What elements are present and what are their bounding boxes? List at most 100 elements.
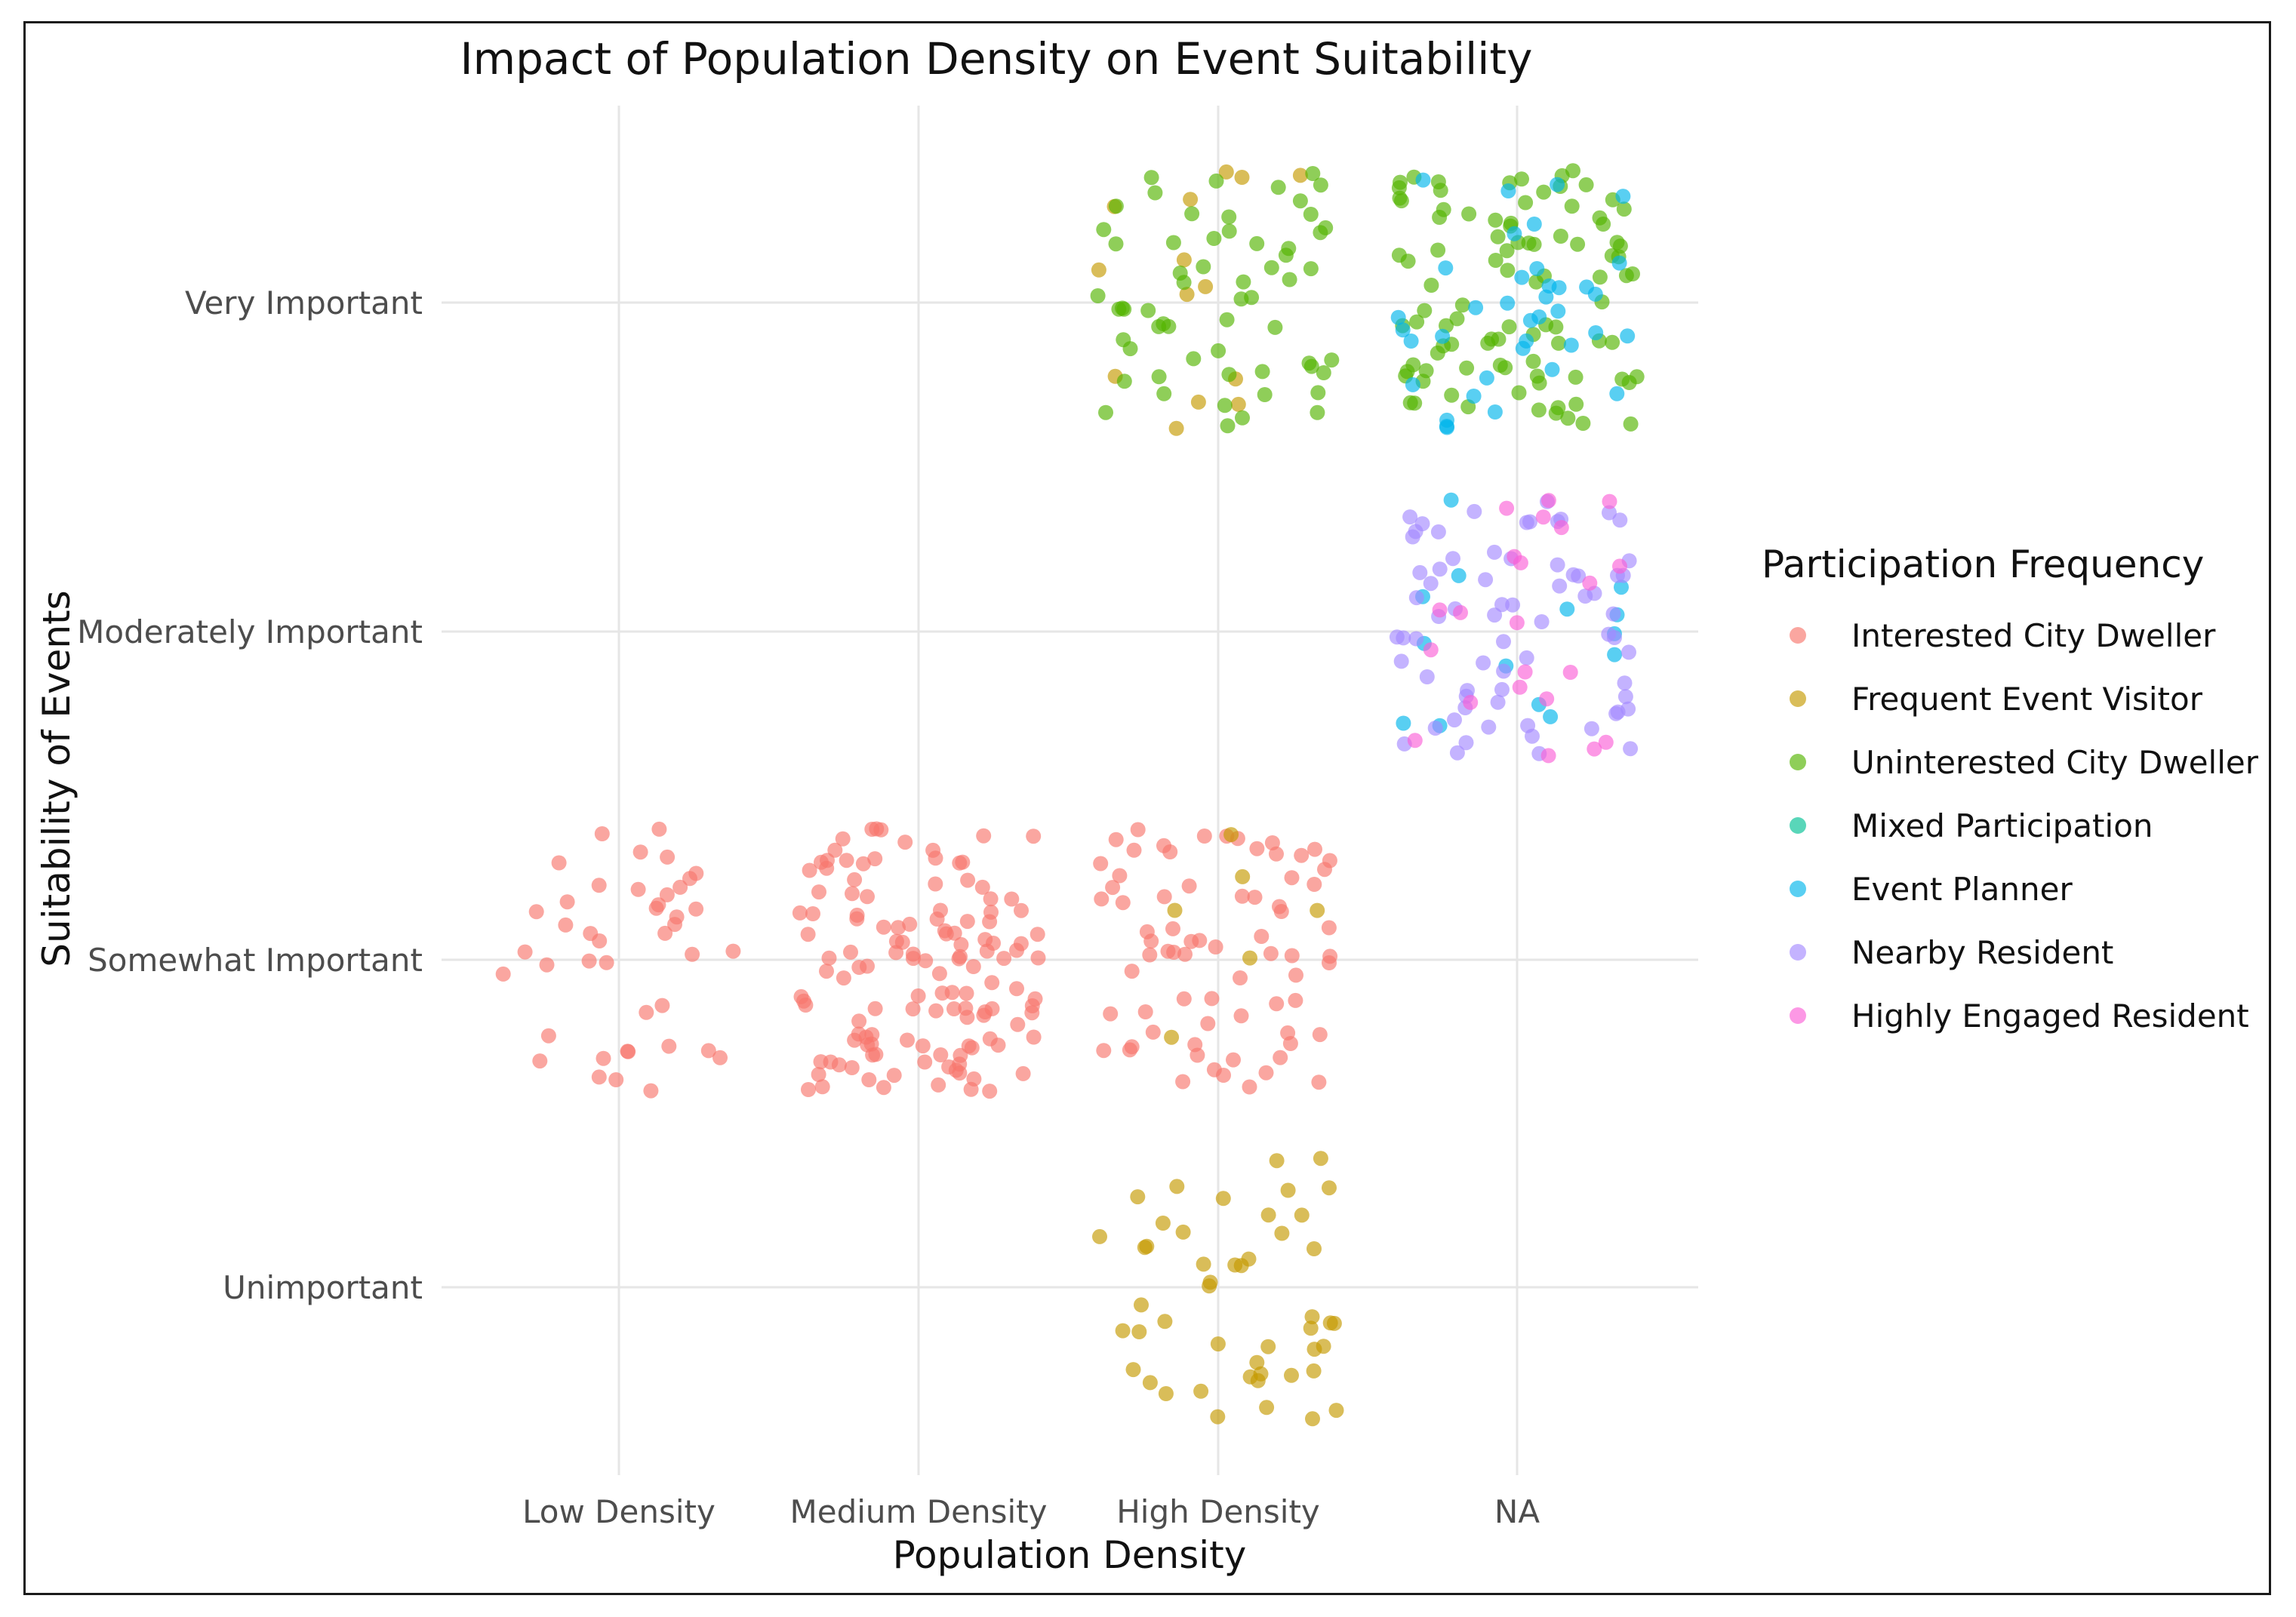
point (1317, 862, 1332, 878)
point (1318, 220, 1334, 235)
point (1396, 630, 1411, 646)
data-points (495, 163, 1645, 1427)
point (876, 1080, 891, 1096)
point (1418, 363, 1434, 379)
y-tick-somewhat-important: Somewhat Important (88, 942, 423, 979)
point (928, 1003, 944, 1019)
point (1208, 173, 1224, 189)
point (1313, 177, 1328, 193)
point (1514, 269, 1530, 285)
point (1190, 394, 1206, 410)
point (1267, 319, 1283, 335)
point (1254, 929, 1270, 944)
point (1494, 681, 1510, 697)
y-tick-moderately-important: Moderately Important (77, 613, 423, 650)
point (827, 842, 843, 858)
point (1625, 266, 1640, 281)
point (1616, 201, 1632, 217)
point (1130, 1189, 1146, 1205)
point (1487, 544, 1502, 560)
point (1242, 1079, 1257, 1095)
point (1423, 576, 1439, 592)
point (1108, 198, 1124, 214)
point (1010, 1016, 1026, 1032)
point (1221, 209, 1237, 225)
point (1221, 223, 1237, 239)
point (1306, 1363, 1322, 1379)
point (1124, 1039, 1140, 1055)
point (1553, 520, 1569, 536)
point (931, 1077, 946, 1093)
point (1487, 404, 1503, 420)
point (1541, 278, 1557, 294)
point (1312, 1027, 1328, 1043)
point (1610, 704, 1626, 720)
x-axis-title: Population Density (893, 1533, 1247, 1577)
point (1313, 1151, 1328, 1167)
point (900, 1032, 915, 1048)
point (1156, 838, 1171, 853)
point (1611, 255, 1627, 271)
point (1217, 398, 1233, 413)
y-tick-labels: Unimportant Somewhat Important Moderately … (77, 284, 423, 1306)
point (643, 1083, 659, 1099)
point (1009, 981, 1024, 997)
point (1432, 210, 1448, 225)
point (558, 917, 574, 933)
point (1183, 933, 1199, 949)
point (1200, 1016, 1216, 1031)
point (1157, 1314, 1173, 1330)
point (1093, 856, 1109, 872)
y-tick-unimportant: Unimportant (223, 1269, 423, 1306)
point (1326, 1315, 1342, 1331)
point (1156, 386, 1172, 401)
point (1096, 222, 1112, 238)
point (1605, 334, 1620, 350)
point (1444, 387, 1460, 403)
point (847, 872, 863, 887)
point (891, 920, 906, 936)
point (798, 998, 814, 1013)
series-highly-engaged-resident (1407, 493, 1627, 764)
point (959, 985, 974, 1001)
point (918, 953, 934, 969)
point (1176, 252, 1192, 268)
point (1284, 870, 1300, 886)
point (917, 1054, 933, 1070)
point (1263, 260, 1279, 275)
point (851, 1026, 866, 1042)
point (1311, 1074, 1327, 1090)
point (1026, 1029, 1042, 1045)
point (1206, 231, 1222, 246)
point (1169, 1179, 1185, 1194)
point (982, 914, 998, 930)
point (1496, 634, 1511, 650)
point (1544, 361, 1560, 377)
legend-key-uninterested-city-dweller (1790, 754, 1806, 770)
point (1187, 1037, 1203, 1053)
point (1292, 168, 1308, 183)
point (1230, 396, 1246, 412)
point (1578, 177, 1594, 192)
series-frequent-event-visitor (1091, 164, 1344, 1427)
point (1220, 418, 1236, 434)
point (839, 853, 854, 868)
point (1164, 1029, 1180, 1045)
point (1112, 868, 1128, 884)
point (1514, 171, 1529, 187)
point (1147, 185, 1163, 201)
point (831, 1057, 847, 1073)
point (657, 925, 673, 941)
point (1488, 253, 1503, 268)
point (928, 850, 943, 866)
point (1490, 229, 1506, 244)
point (869, 821, 885, 837)
point (1617, 689, 1633, 705)
point (1322, 955, 1337, 970)
point (982, 1031, 998, 1047)
legend-label-event-planner: Event Planner (1851, 871, 2073, 908)
point (1140, 303, 1156, 318)
point (952, 855, 968, 871)
point (1193, 1383, 1209, 1399)
point (1407, 395, 1423, 411)
